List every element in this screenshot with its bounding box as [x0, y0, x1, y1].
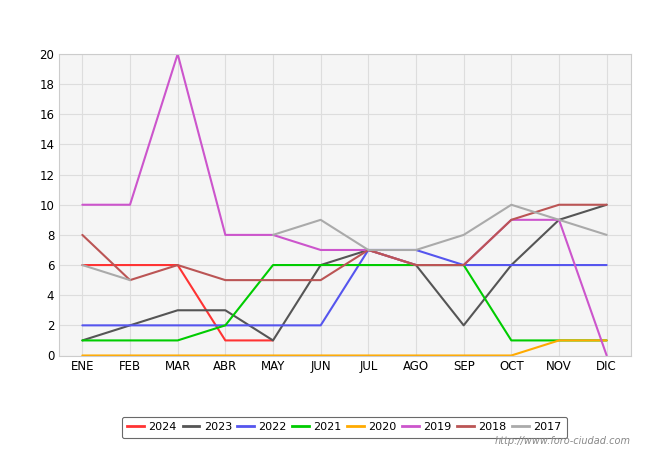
Text: Afiliados en Allueva a 31/5/2024: Afiliados en Allueva a 31/5/2024	[190, 14, 460, 32]
Legend: 2024, 2023, 2022, 2021, 2020, 2019, 2018, 2017: 2024, 2023, 2022, 2021, 2020, 2019, 2018…	[122, 417, 567, 438]
Text: http://www.foro-ciudad.com: http://www.foro-ciudad.com	[495, 436, 630, 446]
